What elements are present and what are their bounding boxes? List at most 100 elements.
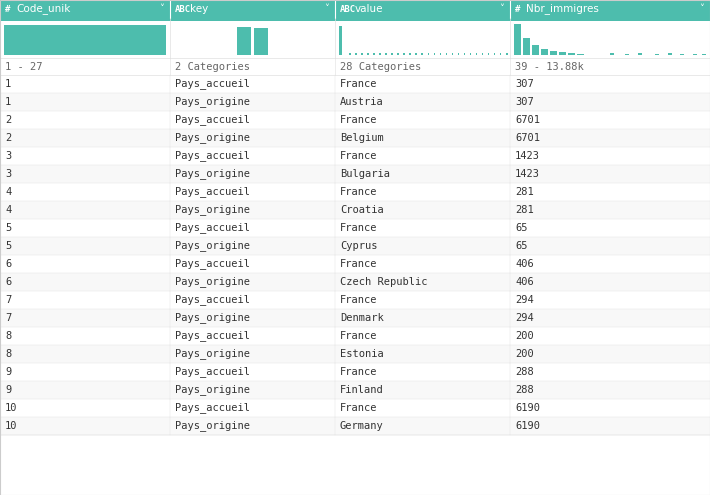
Text: #: # [515,4,520,13]
Text: Czech Republic: Czech Republic [340,277,427,287]
Text: 200: 200 [515,349,534,359]
Text: ˅: ˅ [160,4,165,14]
Text: Pays_accueil: Pays_accueil [175,114,250,125]
Bar [160,25,165,55]
Bar [0,219,710,237]
Bar [0,75,710,93]
Text: 65: 65 [515,223,528,233]
Text: 10: 10 [5,403,18,413]
Text: 6: 6 [5,277,11,287]
Bar [112,25,117,55]
Bar [40,25,45,55]
Bar [22,25,28,55]
Bar [76,25,82,55]
Bar [494,52,496,55]
Text: 1423: 1423 [515,151,540,161]
Bar [532,45,539,55]
Bar [0,417,710,435]
Bar [506,52,508,55]
Bar [0,237,710,255]
Text: 294: 294 [515,313,534,323]
Text: France: France [340,223,378,233]
Text: France: France [340,367,378,377]
Text: 288: 288 [515,367,534,377]
Bar [0,273,710,291]
Bar [82,25,87,55]
Bar [668,53,672,55]
Bar [70,25,75,55]
Bar [452,52,453,55]
Bar [10,25,16,55]
Text: France: France [340,151,378,161]
Text: #: # [5,4,11,13]
Text: Pays_accueil: Pays_accueil [175,258,250,269]
Bar [470,52,471,55]
Bar [0,18,710,21]
Bar [464,52,465,55]
Bar [0,93,710,111]
Bar [550,51,557,55]
Bar [254,29,268,55]
Text: 294: 294 [515,295,534,305]
Text: Pays_origine: Pays_origine [175,348,250,359]
Text: 406: 406 [515,277,534,287]
Bar [655,54,659,55]
Text: France: France [340,79,378,89]
Text: 4: 4 [5,187,11,197]
Bar [379,52,381,55]
Text: 6: 6 [5,259,11,269]
Text: Cyprus: Cyprus [340,241,378,251]
Bar [46,25,52,55]
Bar [625,53,629,55]
Text: ˅: ˅ [699,4,704,14]
Text: 65: 65 [515,241,528,251]
Text: 406: 406 [515,259,534,269]
Bar [0,111,710,129]
Text: France: France [340,115,378,125]
Text: 6701: 6701 [515,115,540,125]
Text: 1 - 27: 1 - 27 [5,61,43,71]
Text: Croatia: Croatia [340,205,383,215]
Bar [568,53,575,55]
Text: value: value [355,4,383,14]
Bar [58,25,63,55]
Text: ˅: ˅ [500,4,504,14]
Text: ˅: ˅ [324,4,329,14]
Text: Pays_origine: Pays_origine [175,421,250,432]
Bar [64,25,70,55]
Text: 39 - 13.88k: 39 - 13.88k [515,61,584,71]
Bar [367,52,368,55]
Bar [0,129,710,147]
Bar [386,52,387,55]
Text: France: France [340,295,378,305]
Text: Pays_origine: Pays_origine [175,204,250,215]
Bar [415,52,417,55]
Text: 1: 1 [5,97,11,107]
Text: Pays_accueil: Pays_accueil [175,187,250,198]
Text: Pays_origine: Pays_origine [175,241,250,251]
Bar [124,25,129,55]
Text: Belgium: Belgium [340,133,383,143]
Text: 3: 3 [5,151,11,161]
Bar [0,435,710,495]
Bar [638,53,642,55]
Text: France: France [340,259,378,269]
Bar [0,58,710,75]
Text: Denmark: Denmark [340,313,383,323]
Text: Pays_accueil: Pays_accueil [175,402,250,413]
Bar [0,183,710,201]
Bar [422,52,423,55]
Text: 10: 10 [5,421,18,431]
Bar [154,25,160,55]
Bar [339,26,342,55]
Text: 2: 2 [5,133,11,143]
Bar [702,54,706,55]
Text: 9: 9 [5,367,11,377]
Bar [349,52,351,55]
Bar [410,52,411,55]
Bar [94,25,99,55]
Bar [361,52,363,55]
Text: Pays_origine: Pays_origine [175,312,250,323]
Bar [500,52,501,55]
Bar [355,52,356,55]
